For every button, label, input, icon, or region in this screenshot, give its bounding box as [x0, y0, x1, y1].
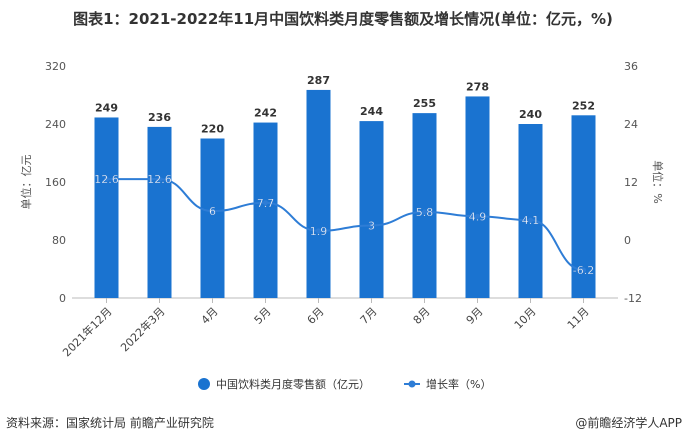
growth-value-label: 6 — [209, 205, 216, 218]
bar — [200, 138, 225, 298]
bar-value-label: 278 — [466, 80, 489, 93]
growth-value-label: 4.9 — [469, 210, 487, 223]
x-tick-label: 8月 — [411, 305, 433, 327]
x-tick-label: 2022年3月 — [117, 304, 167, 354]
bar — [412, 113, 437, 298]
growth-point — [210, 208, 215, 214]
bar-value-label: 244 — [360, 105, 383, 118]
bar — [465, 96, 490, 298]
growth-value-label: 12.6 — [94, 173, 119, 186]
legend-bar-marker — [198, 378, 210, 390]
bar — [518, 124, 543, 298]
y2-tick-label: -12 — [624, 292, 642, 305]
y-axis-label: 单位：亿元 — [19, 155, 33, 210]
growth-point — [422, 209, 427, 215]
growth-value-label: 12.6 — [147, 173, 172, 186]
y-tick-label: 160 — [45, 176, 66, 189]
growth-point — [369, 223, 374, 228]
growth-value-label: 5.8 — [416, 206, 434, 219]
growth-point — [528, 217, 533, 223]
x-tick-label: 2021年12月 — [59, 304, 114, 359]
growth-value-label: 7.7 — [257, 197, 275, 210]
y2-axis-label: 单位：% — [651, 160, 665, 203]
growth-value-label: 3 — [368, 220, 375, 233]
y2-tick-label: 24 — [624, 118, 638, 131]
bar — [147, 126, 172, 299]
growth-point — [581, 267, 586, 273]
x-tick-label: 4月 — [199, 305, 221, 327]
growth-value-label: -6.2 — [573, 264, 594, 277]
bar — [359, 121, 384, 298]
legend-line-label: 增长率（%） — [426, 377, 491, 391]
bar-value-label: 249 — [95, 101, 118, 114]
chart-title: 图表1：2021-2022年11月中国饮料类月度零售额及增长情况(单位：亿元，%… — [73, 10, 613, 28]
y-tick-label: 0 — [59, 292, 66, 305]
x-tick-label: 5月 — [252, 305, 274, 327]
growth-value-label: 1.9 — [310, 225, 328, 238]
growth-value-label: 4.1 — [522, 214, 540, 227]
growth-point — [316, 228, 321, 234]
source-note: 资料来源：国家统计局 前瞻产业研究院 — [6, 416, 214, 430]
y2-tick-label: 12 — [624, 176, 638, 189]
y-tick-label: 320 — [45, 60, 66, 73]
growth-point — [104, 176, 109, 182]
y2-tick-label: 0 — [624, 234, 631, 247]
bar — [253, 122, 278, 298]
bar-value-label: 255 — [413, 97, 436, 110]
growth-point — [263, 200, 268, 206]
growth-point — [475, 213, 480, 219]
bar-value-label: 242 — [254, 107, 277, 120]
y2-tick-label: 36 — [624, 60, 638, 73]
x-tick-label: 9月 — [464, 305, 486, 327]
x-tick-label: 6月 — [305, 305, 327, 327]
x-tick-label: 11月 — [565, 305, 592, 332]
bar-value-label: 287 — [307, 74, 330, 87]
y-tick-label: 80 — [52, 234, 66, 247]
bar-value-label: 252 — [572, 99, 595, 112]
x-tick-label: 10月 — [512, 305, 539, 332]
bar-value-label: 240 — [519, 108, 542, 121]
legend-bar-label: 中国饮料类月度零售额（亿元） — [216, 377, 370, 391]
growth-point — [157, 176, 162, 182]
y-tick-label: 240 — [45, 118, 66, 131]
x-tick-label: 7月 — [358, 305, 380, 327]
bar — [94, 117, 119, 298]
brand-note: @前瞻经济学人APP — [575, 416, 682, 430]
legend-line-dot — [408, 380, 416, 388]
bar-value-label: 220 — [201, 123, 224, 136]
bar-value-label: 236 — [148, 111, 171, 124]
bar — [306, 89, 331, 298]
growth-line — [106, 178, 584, 271]
